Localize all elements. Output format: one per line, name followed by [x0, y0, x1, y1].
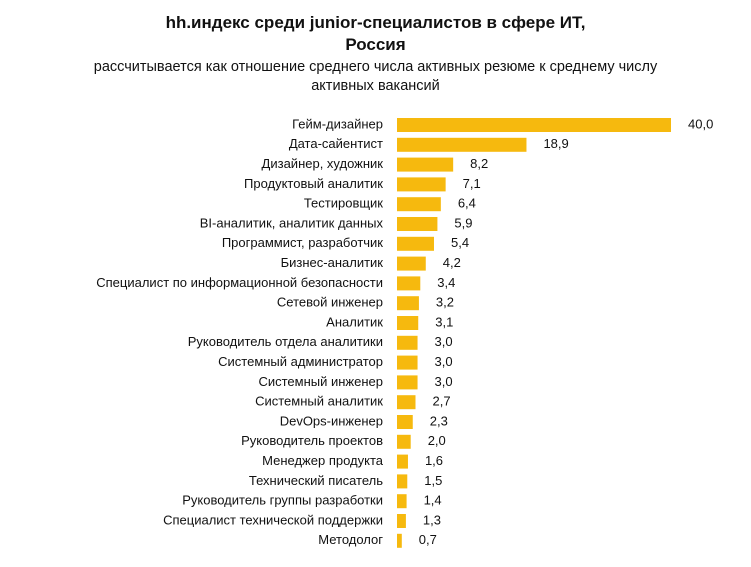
value-label: 6,4	[458, 196, 476, 211]
category-label: Руководитель отдела аналитики	[188, 334, 383, 349]
category-label: Гейм-дизайнер	[292, 116, 383, 131]
category-label: Руководитель проектов	[241, 433, 383, 448]
value-label: 1,4	[424, 493, 442, 508]
category-label: Руководитель группы разработки	[182, 493, 383, 508]
value-label: 3,0	[435, 354, 453, 369]
category-label: Бизнес-аналитик	[281, 255, 384, 270]
category-label: Продуктовый аналитик	[244, 176, 383, 191]
bar	[397, 177, 446, 192]
value-label: 3,2	[436, 295, 454, 310]
value-label: 40,0	[688, 116, 713, 131]
bar	[397, 434, 411, 449]
value-label: 2,7	[432, 394, 450, 409]
category-label: Сетевой инженер	[277, 295, 383, 310]
bar	[397, 118, 671, 132]
bar	[397, 415, 413, 429]
value-label: 3,4	[437, 275, 455, 290]
chart-title: hh.индекс среди junior-специалистов в сф…	[165, 13, 586, 54]
bar	[397, 375, 418, 390]
chart-subtitle: рассчитывается как отношение среднего чи…	[93, 59, 658, 94]
bar	[397, 137, 527, 152]
bar	[397, 533, 402, 548]
bar	[397, 454, 408, 469]
header: hh.индекс среди junior-специалистов в сф…	[0, 12, 751, 96]
value-label: 7,1	[463, 176, 481, 191]
value-label: 3,1	[435, 314, 453, 329]
value-label: 0,7	[419, 532, 437, 547]
category-label: Системный администратор	[218, 354, 383, 369]
value-label: 4,2	[443, 255, 461, 270]
bar	[397, 355, 418, 370]
category-label: Технический писатель	[249, 473, 383, 488]
category-label: Программист, разработчик	[222, 235, 383, 250]
value-label: 1,5	[424, 473, 442, 488]
category-label: Тестировщик	[304, 196, 383, 211]
category-label: Специалист по информационной безопасност…	[96, 275, 383, 290]
bar	[397, 157, 454, 172]
bar	[397, 474, 408, 489]
category-label: Методолог	[318, 532, 383, 547]
category-label: Специалист технической поддержки	[163, 512, 383, 527]
value-label: 18,9	[543, 136, 568, 151]
bar	[397, 335, 418, 350]
bar	[397, 296, 419, 311]
value-label: 1,6	[425, 453, 443, 468]
bar	[397, 256, 426, 271]
bar	[397, 494, 407, 509]
value-label: 2,3	[430, 413, 448, 428]
bar	[397, 217, 438, 231]
value-label: 8,2	[470, 156, 488, 171]
category-label: Аналитик	[326, 314, 383, 329]
bar	[397, 316, 419, 330]
category-label: Системный инженер	[258, 374, 383, 389]
value-label: 1,3	[423, 512, 441, 527]
bar	[397, 276, 421, 291]
bar	[397, 514, 406, 528]
category-label: Менеджер продукта	[262, 453, 384, 468]
value-label: 2,0	[428, 433, 446, 448]
bar	[397, 197, 441, 212]
category-label: Системный аналитик	[255, 394, 383, 409]
category-label: DevOps-инженер	[280, 413, 383, 428]
value-label: 3,0	[435, 334, 453, 349]
value-label: 5,4	[451, 235, 469, 250]
bar	[397, 395, 416, 410]
bar	[397, 236, 434, 251]
value-label: 5,9	[454, 215, 472, 230]
category-label: Дата-сайентист	[289, 136, 383, 151]
category-label: Дизайнер, художник	[262, 156, 384, 171]
category-label: BI-аналитик, аналитик данных	[200, 215, 384, 230]
value-label: 3,0	[435, 374, 453, 389]
